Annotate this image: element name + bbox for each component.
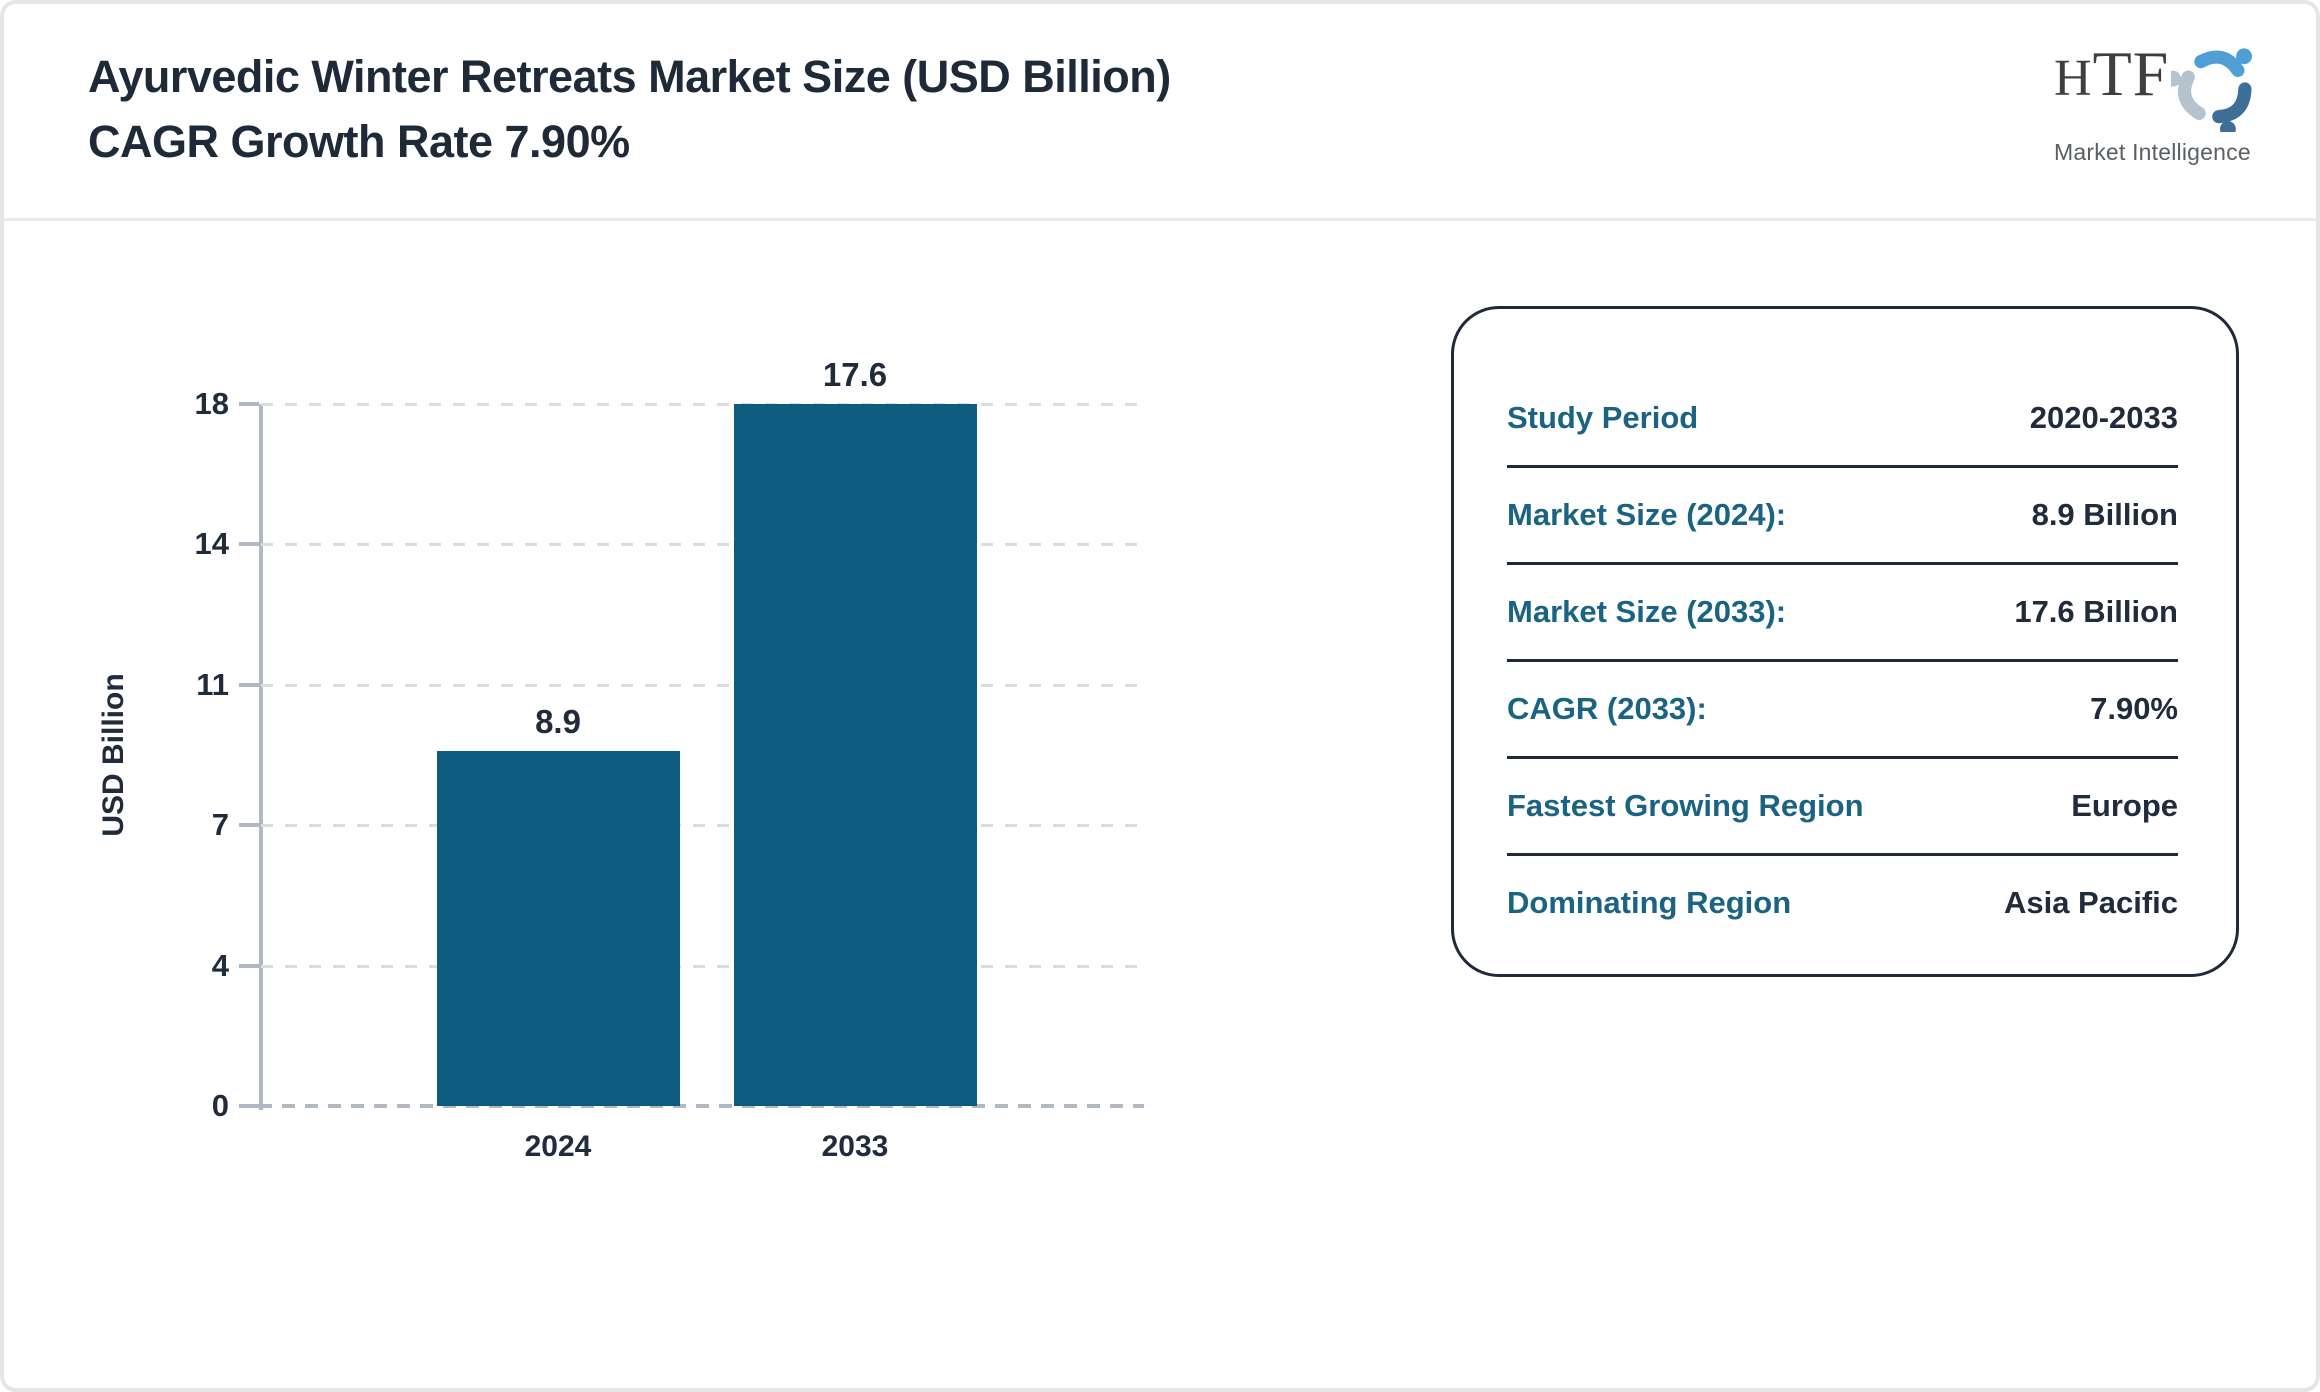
bar-2024 bbox=[436, 751, 680, 1106]
htf-logo: HTF Market Inte bbox=[2054, 42, 2274, 166]
htf-logo-subtext: Market Intelligence bbox=[2054, 139, 2251, 165]
info-row-label: Market Size (2033): bbox=[1507, 594, 1787, 629]
bar-value-label: 8.9 bbox=[535, 703, 581, 740]
y-tick-mark bbox=[239, 823, 259, 828]
info-row-label: Study Period bbox=[1507, 400, 1699, 435]
y-tick-label: 14 bbox=[194, 526, 229, 562]
bar-2033 bbox=[733, 404, 977, 1106]
three-figures-swirl-icon bbox=[2165, 44, 2259, 137]
y-tick-mark bbox=[239, 682, 259, 687]
x-axis-baseline bbox=[259, 1104, 1144, 1108]
y-tick-label: 18 bbox=[194, 386, 229, 421]
y-tick-label: 7 bbox=[211, 807, 229, 843]
info-row: CAGR (2033): 7.90% bbox=[1507, 662, 2178, 759]
info-row-value: 2020-2033 bbox=[2029, 400, 2178, 435]
y-tick-mark bbox=[239, 542, 259, 547]
y-tick-mark bbox=[239, 963, 259, 968]
x-tick-label: 2033 bbox=[821, 1130, 889, 1163]
info-row: Study Period 2020-2033 bbox=[1507, 371, 2178, 468]
info-row: Market Size (2024): 8.9 Billion bbox=[1507, 468, 2178, 565]
info-row: Fastest Growing Region Europe bbox=[1507, 759, 2178, 856]
info-row-label: CAGR (2033): bbox=[1507, 691, 1707, 726]
gridline bbox=[261, 683, 1144, 687]
gridline bbox=[261, 964, 1144, 968]
info-row-label: Dominating Region bbox=[1507, 885, 1792, 920]
y-tick-label: 4 bbox=[211, 947, 229, 983]
gridline bbox=[261, 543, 1144, 547]
y-axis-line bbox=[259, 404, 263, 1110]
bar-value-label: 17.6 bbox=[822, 356, 888, 393]
info-row-value: Asia Pacific bbox=[2003, 885, 2178, 920]
info-row: Market Size (2033): 17.6 Billion bbox=[1507, 565, 2178, 662]
info-row-value: 17.6 Billion bbox=[2014, 594, 2178, 629]
header-divider bbox=[4, 218, 2316, 221]
gridline bbox=[261, 824, 1144, 828]
market-summary-panel: Study Period 2020-2033 Market Size (2024):… bbox=[1451, 306, 2239, 977]
bar-chart-plot-area: USD Billion 0 4 7 11 14 18 8.9 2024 17.6 2033 bbox=[97, 356, 1144, 1163]
info-row-value: Europe bbox=[2071, 788, 2178, 823]
y-tick-mark bbox=[239, 402, 259, 406]
y-tick-mark bbox=[239, 1104, 259, 1108]
x-tick-label: 2024 bbox=[524, 1130, 592, 1163]
page-title: Ayurvedic Winter Retreats Market Size (U… bbox=[88, 51, 1171, 168]
info-row-label: Market Size (2024): bbox=[1507, 497, 1787, 532]
info-row-value: 7.90% bbox=[2090, 691, 2178, 726]
htf-logo-text: HTF bbox=[2054, 38, 2170, 109]
info-row-label: Fastest Growing Region bbox=[1507, 788, 1864, 823]
gridline bbox=[261, 403, 1144, 406]
y-tick-label: 11 bbox=[196, 666, 229, 702]
info-row: Dominating Region Asia Pacific bbox=[1507, 856, 2178, 950]
info-row-value: 8.9 Billion bbox=[2031, 497, 2178, 532]
y-tick-label: 0 bbox=[211, 1088, 229, 1123]
